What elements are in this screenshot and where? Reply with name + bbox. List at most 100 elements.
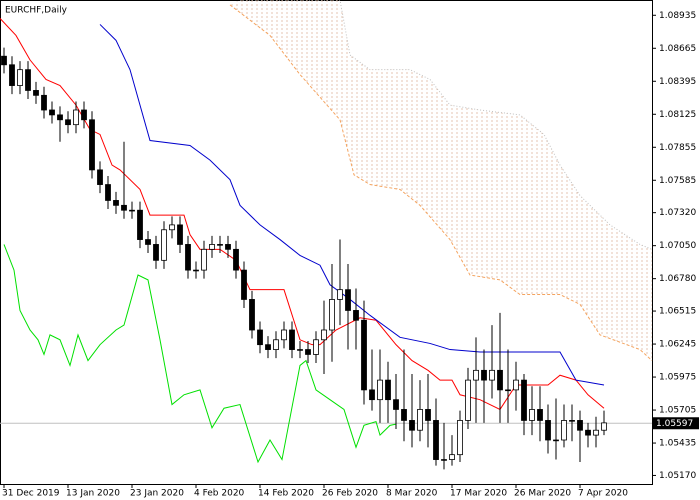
candle-body xyxy=(497,369,503,391)
candle-body xyxy=(353,310,359,321)
candle-body xyxy=(65,119,71,126)
candle-body xyxy=(153,244,159,261)
x-tick-label: 17 Mar 2020 xyxy=(450,489,507,499)
candle-body xyxy=(89,119,95,171)
cloud-fill xyxy=(230,0,652,361)
candle-body xyxy=(49,109,55,116)
x-tick-label: 26 Mar 2020 xyxy=(514,489,571,499)
candle-body xyxy=(257,329,263,346)
candle-body xyxy=(41,94,47,111)
x-tick-label: 7 Apr 2020 xyxy=(578,489,628,499)
candle-body xyxy=(553,439,559,442)
candle-body xyxy=(321,329,327,341)
y-tick-label: 1.07050 xyxy=(659,241,696,251)
candle-body xyxy=(585,429,591,436)
candle-body xyxy=(225,244,231,250)
candle-body xyxy=(569,420,575,422)
y-tick-label: 1.08395 xyxy=(659,77,696,87)
last-price-box xyxy=(653,417,699,430)
candle-body xyxy=(505,389,511,392)
candle-body xyxy=(401,409,407,421)
y-tick-label: 1.06245 xyxy=(659,340,696,350)
candle-body xyxy=(81,109,87,121)
candle-body xyxy=(577,420,583,431)
candle-body xyxy=(297,349,303,351)
y-tick-label: 1.07320 xyxy=(659,208,696,218)
candle-body xyxy=(529,409,535,421)
candle-body xyxy=(361,319,367,391)
candle-body xyxy=(305,349,311,355)
indicator-line xyxy=(3,244,397,464)
candle-body xyxy=(385,379,391,401)
candle-body xyxy=(97,169,103,185)
x-tick-label: 4 Feb 2020 xyxy=(194,489,245,499)
candle-body xyxy=(169,224,175,231)
candle-body xyxy=(481,369,487,381)
candle-body xyxy=(249,299,255,331)
candle-body xyxy=(337,289,343,300)
candle-body xyxy=(193,269,199,272)
candle-body xyxy=(601,422,607,431)
candle-body xyxy=(73,109,79,126)
candle-body xyxy=(289,329,295,350)
candle-body xyxy=(329,299,335,331)
y-tick-label: 1.05975 xyxy=(659,373,696,383)
candle-body xyxy=(113,200,119,206)
candle-body xyxy=(393,399,399,410)
candle-body xyxy=(217,244,223,246)
candle-body xyxy=(457,420,463,456)
x-tick-label: 13 Jan 2020 xyxy=(66,489,120,499)
candle-body xyxy=(1,55,7,66)
candle-body xyxy=(105,184,111,201)
y-tick-label: 1.07855 xyxy=(659,143,696,153)
x-tick-label: 31 Dec 2019 xyxy=(2,489,60,499)
indicator-line xyxy=(99,24,605,386)
y-tick-label: 1.08935 xyxy=(659,11,696,21)
candle-body xyxy=(137,209,143,240)
x-tick-label: 26 Feb 2020 xyxy=(322,489,378,499)
candle-body xyxy=(209,244,215,250)
candle-body xyxy=(345,289,351,311)
plot-area xyxy=(0,0,653,470)
y-tick-label: 1.08665 xyxy=(659,44,696,54)
candle-body xyxy=(545,420,551,441)
candle-body xyxy=(593,429,599,436)
last-price-label: 1.05597 xyxy=(656,419,693,429)
chart-title: EURCHF,Daily xyxy=(5,6,68,16)
candle-body xyxy=(9,64,15,86)
y-tick-label: 1.07585 xyxy=(659,176,696,186)
y-tick-label: 1.06780 xyxy=(659,274,696,284)
candle-body xyxy=(409,420,415,431)
x-tick-label: 8 Mar 2020 xyxy=(386,489,438,499)
candle-body xyxy=(25,69,31,91)
candle-body xyxy=(537,409,543,421)
candle-body xyxy=(449,454,455,460)
candle-body xyxy=(273,339,279,350)
candle-body xyxy=(417,409,423,431)
candle-body xyxy=(489,369,495,381)
candle-body xyxy=(425,409,431,421)
candle-body xyxy=(441,459,447,461)
candle-body xyxy=(129,209,135,212)
candle-body xyxy=(177,224,183,245)
candle-body xyxy=(201,248,207,271)
candle-body xyxy=(369,389,375,401)
x-tick-label: 14 Feb 2020 xyxy=(258,489,314,499)
candle-body xyxy=(281,329,287,341)
candle-body xyxy=(521,379,527,421)
y-tick-label: 1.06515 xyxy=(659,307,696,317)
candle-body xyxy=(265,344,271,350)
candle-body xyxy=(561,420,567,441)
candle-body xyxy=(233,248,239,271)
y-tick-label: 1.05435 xyxy=(659,439,696,449)
candle-body xyxy=(145,239,151,245)
candle-body xyxy=(241,269,247,300)
candle-body xyxy=(161,229,167,261)
candle-body xyxy=(433,420,439,460)
candle-body xyxy=(377,379,383,401)
y-tick-label: 1.05170 xyxy=(659,471,696,481)
candle-body xyxy=(17,69,23,86)
candle-body xyxy=(33,90,39,96)
indicator-line xyxy=(229,4,653,361)
candle-body xyxy=(473,369,479,381)
